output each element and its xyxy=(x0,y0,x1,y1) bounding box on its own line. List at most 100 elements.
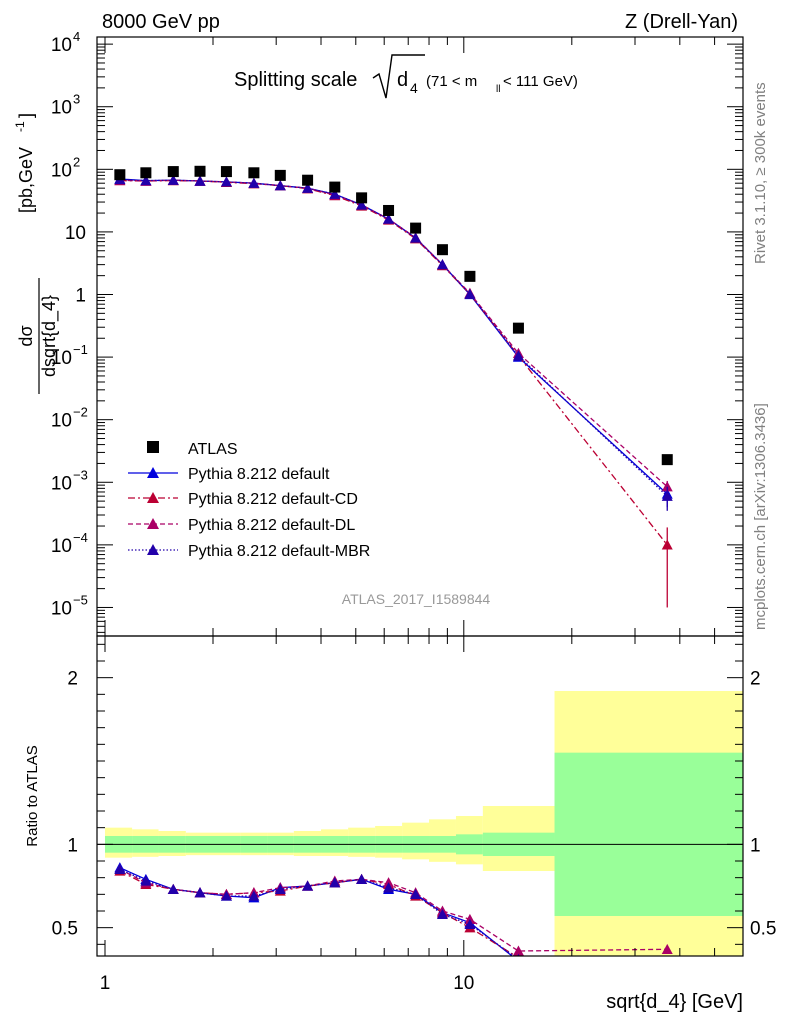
ratio-point-mbr xyxy=(356,873,368,885)
legend-dl-label: Pythia 8.212 default-DL xyxy=(188,517,355,534)
series-point-mbr xyxy=(356,199,368,210)
y-tick-label: 1 xyxy=(75,286,86,307)
ratio-point-mbr xyxy=(302,880,314,891)
y-tick-label-base: 10 xyxy=(51,35,72,56)
ratio-uncertainty-bands xyxy=(104,691,743,956)
series-line-mbr xyxy=(119,178,668,497)
ratio-point-mbr xyxy=(383,882,395,893)
series-point-mbr xyxy=(248,177,260,188)
title-symbol: d xyxy=(397,69,408,91)
atlas-data-point xyxy=(356,192,368,204)
atlas-data-point xyxy=(410,222,422,234)
atlas-data-point xyxy=(274,169,286,181)
atlas-data-point xyxy=(302,174,314,186)
ratio-tick-label-right: 0.5 xyxy=(750,919,776,940)
y-tick-label: 10 xyxy=(65,223,86,244)
series-point-mbr xyxy=(410,232,422,243)
ylabel-unit-open: [pb,GeV xyxy=(16,147,36,213)
ratio-tick-label-left: 2 xyxy=(67,669,78,690)
legend-atlas-marker xyxy=(147,441,159,453)
y-tick-label-exp: 2 xyxy=(73,154,80,169)
atlas-data-point xyxy=(383,204,395,216)
series-point-mbr xyxy=(464,288,476,299)
ratio-y-label: Ratio to ATLAS xyxy=(24,745,41,846)
legend-default-marker xyxy=(147,467,159,478)
legend-default-label: Pythia 8.212 default xyxy=(188,466,330,483)
ratio-point-mbr xyxy=(220,890,232,901)
atlas-data-point xyxy=(114,169,126,181)
title-cut-close: < 111 GeV) xyxy=(503,73,578,90)
x-tick-label: 1 xyxy=(100,973,111,994)
ylabel-denominator: dsqrt{d_4} xyxy=(39,295,60,377)
series-point-mbr xyxy=(512,350,524,361)
ratio-point-mbr xyxy=(194,887,206,898)
header-left: 8000 GeV pp xyxy=(102,11,220,33)
legend-cd-label: Pythia 8.212 default-CD xyxy=(188,491,358,508)
legend-cd-marker xyxy=(147,492,159,503)
plot-title: Splitting scale d 4 (71 < m ll < 111 GeV… xyxy=(234,54,578,99)
title-main: Splitting scale xyxy=(234,69,357,91)
atlas-data-point xyxy=(167,166,179,178)
y-tick-label-exp: 4 xyxy=(73,29,80,44)
ylabel-unit-exp: -1 xyxy=(13,121,27,132)
legend-dl-marker xyxy=(147,518,159,529)
y-tick-label-base: 10 xyxy=(51,98,72,119)
ratio-tick-label-right: 2 xyxy=(750,669,761,690)
analysis-tag: ATLAS_2017_I1589844 xyxy=(342,591,491,607)
header-right: Z (Drell-Yan) xyxy=(625,11,738,33)
atlas-data-point xyxy=(248,167,260,179)
main-series xyxy=(114,165,673,608)
series-point-mbr xyxy=(220,176,232,187)
mcplots-label: mcplots.cern.ch [arXiv:1306.3436] xyxy=(752,403,769,630)
x-tick-label: 10 xyxy=(453,973,474,994)
atlas-data-point xyxy=(329,181,341,193)
y-tick-label-exp: −2 xyxy=(73,405,88,420)
atlas-data-point xyxy=(140,167,152,179)
series-point-dl xyxy=(661,481,673,492)
series-point-mbr xyxy=(661,490,673,501)
ylabel-unit-close: ] xyxy=(16,113,36,118)
ratio-point-mbr xyxy=(662,962,673,972)
ratio-tick-label-right: 1 xyxy=(750,835,761,856)
y-axis-unit: [pb,GeV -1 ] xyxy=(13,113,36,213)
y-tick-label-exp: 3 xyxy=(73,92,80,107)
atlas-data-point xyxy=(464,270,476,282)
ratio-point-mbr xyxy=(436,908,448,920)
ratio-tick-label-left: 0.5 xyxy=(52,919,78,940)
ratio-frame xyxy=(96,635,744,957)
series-point-mbr xyxy=(194,175,206,186)
ratio-tick-label-left: 1 xyxy=(67,835,78,856)
series-point-mbr xyxy=(436,259,448,270)
series-point-mbr xyxy=(302,182,314,193)
atlas-data-point xyxy=(220,166,232,178)
series-point-mbr xyxy=(167,174,179,185)
y-tick-label-exp: −4 xyxy=(73,530,88,545)
sqrt-sign-icon xyxy=(372,54,425,99)
title-subscript: 4 xyxy=(410,80,418,96)
series-point-mbr xyxy=(274,180,286,191)
series-point-mbr xyxy=(140,175,152,186)
atlas-data-point xyxy=(194,165,206,177)
y-tick-label-exp: −5 xyxy=(73,592,88,607)
y-tick-label-base: 10 xyxy=(51,411,72,432)
band-inner-bin xyxy=(554,752,743,916)
ylabel-numerator: dσ xyxy=(16,325,36,346)
y-axis-label: dσ dsqrt{d_4} xyxy=(16,278,60,394)
legend-mbr-label: Pythia 8.212 default-MBR xyxy=(188,543,370,560)
ratio-point-dl xyxy=(661,943,673,955)
legend-atlas-label: ATLAS xyxy=(188,441,238,458)
ratio-point-default xyxy=(662,959,673,969)
y-tick-label-base: 10 xyxy=(51,473,72,494)
ratio-point-mbr xyxy=(410,888,422,900)
ratio-series xyxy=(114,862,673,972)
ratio-point-mbr xyxy=(464,918,476,930)
y-tick-label-exp: −1 xyxy=(73,342,88,357)
ratio-point-default xyxy=(518,955,519,956)
ratio-point-dl xyxy=(512,945,524,956)
legend-mbr-marker xyxy=(147,544,159,555)
series-point-mbr xyxy=(383,213,395,224)
ratio-line-mbr xyxy=(119,868,515,956)
ratio-point-mbr xyxy=(274,883,286,895)
ratio-point-mbr xyxy=(167,883,179,895)
